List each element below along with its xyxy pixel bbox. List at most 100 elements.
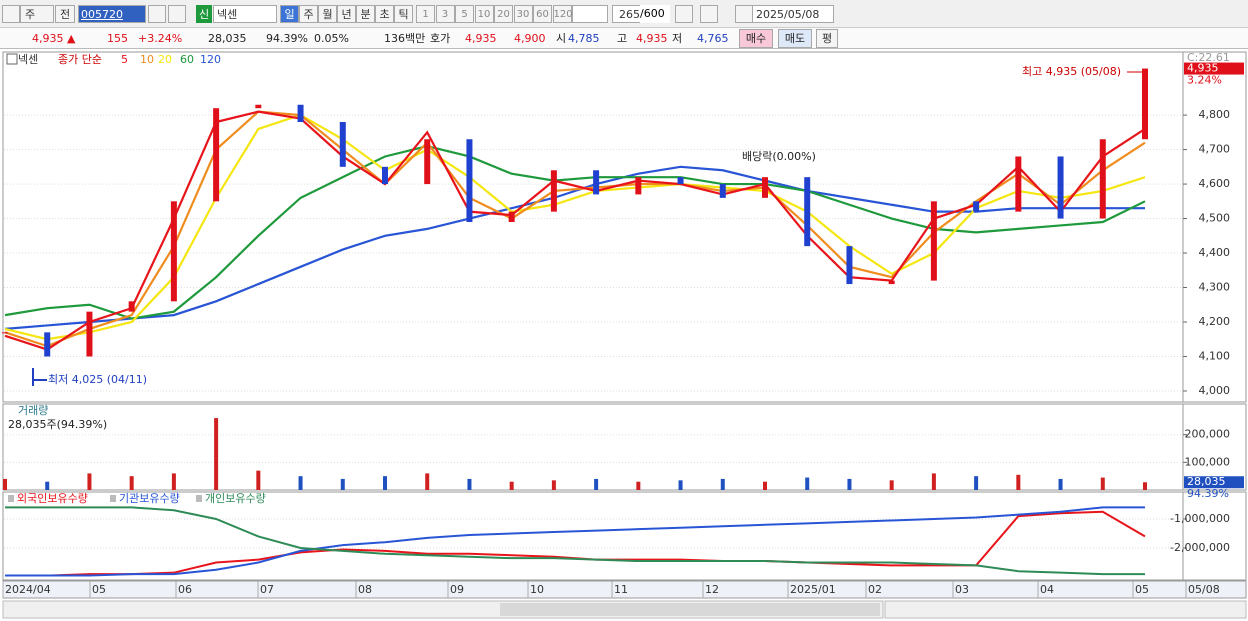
x-tick-label: 05/08 <box>1188 583 1220 596</box>
volume-title: 거래량 <box>18 404 48 417</box>
period-button[interactable]: 일 <box>280 5 299 23</box>
quote-bid: 4,900 <box>514 32 546 45</box>
volume-bar <box>551 480 556 490</box>
x-tick-label: 07 <box>260 583 274 596</box>
volume-bar <box>931 473 936 490</box>
y-tick-label: 4,800 <box>1199 108 1231 121</box>
icon-button[interactable] <box>168 5 186 23</box>
icon-button[interactable] <box>735 5 753 23</box>
quote-amount: 136백만 <box>384 32 426 45</box>
candle <box>2 332 8 334</box>
interval-button[interactable]: 30 <box>513 5 533 23</box>
interval-button[interactable]: 60 <box>533 5 552 23</box>
legend-label: 종가 단순 <box>58 53 102 66</box>
search-button[interactable] <box>148 5 166 23</box>
interval-button[interactable]: 20 <box>494 5 513 23</box>
interval-select[interactable] <box>572 5 608 23</box>
x-tick-label: 12 <box>705 583 719 596</box>
prev-button[interactable]: 전 <box>55 5 75 23</box>
moving-average <box>4 113 1146 341</box>
last-volume: 28,035 <box>1187 475 1226 488</box>
period-button[interactable]: 월 <box>318 5 337 23</box>
x-tick-label: 11 <box>614 583 628 596</box>
market-select[interactable]: 주 <box>20 5 54 23</box>
volume-bar <box>298 476 303 490</box>
quote-high-label: 고 <box>617 32 628 45</box>
legend-marker <box>8 495 14 502</box>
y-tick-label: -1,000,000 <box>1170 512 1230 525</box>
candle <box>44 332 51 357</box>
x-tick-label: 05 <box>92 583 106 596</box>
legend-entry: 20 <box>158 53 172 66</box>
candle <box>170 201 177 302</box>
x-tick-label: 05 <box>1135 583 1149 596</box>
count-input[interactable]: 265 <box>612 5 640 23</box>
axis-frame <box>1182 51 1247 403</box>
candle <box>382 166 388 185</box>
avg-button[interactable]: 평 <box>816 29 838 48</box>
y-tick-label: 4,500 <box>1199 212 1231 225</box>
icon-button[interactable] <box>700 5 718 23</box>
candle <box>762 177 768 198</box>
x-tick-label: 10 <box>530 583 544 596</box>
legend-entry: 60 <box>180 53 194 66</box>
candle <box>1015 156 1022 212</box>
name-input[interactable]: 넥센 <box>213 5 277 23</box>
interval-button[interactable]: 10 <box>474 5 494 23</box>
candle <box>466 139 473 222</box>
interval-button[interactable]: 120 <box>552 5 573 23</box>
panel-frame <box>2 403 1184 491</box>
legend-marker <box>110 495 116 502</box>
code-input[interactable]: 005720 <box>78 5 146 23</box>
volume-bar <box>87 473 92 490</box>
icon-button[interactable] <box>675 5 693 23</box>
interval-button[interactable]: 3 <box>435 5 455 23</box>
panel-frame <box>2 51 1184 403</box>
period-button[interactable]: 분 <box>356 5 375 23</box>
period-button[interactable]: 주 <box>299 5 318 23</box>
legend-entry: 기관보유수량 <box>119 492 180 505</box>
candle <box>677 177 684 185</box>
quote-change-pct: +3.24% <box>138 32 183 45</box>
candle <box>255 104 262 109</box>
volume-bar <box>889 480 894 490</box>
candle <box>635 177 642 195</box>
period-button[interactable]: 초 <box>375 5 394 23</box>
scroll-thumb <box>500 603 880 616</box>
buy-button[interactable]: 매수 <box>739 29 773 48</box>
last-volume-ratio: 94.39% <box>1187 487 1229 500</box>
period-button[interactable]: 년 <box>337 5 356 23</box>
volume-bar <box>383 476 387 490</box>
y-tick-label: 4,000 <box>1199 384 1231 397</box>
legend-icon <box>6 53 18 65</box>
icon-button[interactable] <box>2 5 20 23</box>
quote-turnover: 0.05% <box>314 32 349 45</box>
sell-button[interactable]: 매도 <box>778 29 812 48</box>
volume-bar <box>1058 478 1063 490</box>
y-tick-label: 200,000 <box>1185 428 1231 441</box>
y-tick-label: -2,000,000 <box>1170 541 1230 554</box>
quote-ask-label: 호가 <box>430 32 451 45</box>
last-volume-box <box>1184 476 1244 489</box>
candle <box>1099 139 1106 219</box>
badge[interactable]: 신 <box>196 5 212 23</box>
candle <box>888 280 895 285</box>
legend-marker <box>196 495 202 502</box>
volume-subtitle: 28,035주(94.39%) <box>8 418 107 431</box>
quote-open-label: 시 <box>556 32 567 45</box>
date-input[interactable]: 2025/05/08 <box>752 5 834 23</box>
candle <box>128 301 135 312</box>
interval-button[interactable]: 5 <box>455 5 474 23</box>
interval-button[interactable]: 1 <box>416 5 435 23</box>
volume-bar <box>1016 474 1021 490</box>
candle <box>1142 68 1148 140</box>
x-tick-label: 08 <box>358 583 372 596</box>
high-annotation: 최고 4,935 (05/08) <box>1022 65 1121 78</box>
period-button[interactable]: 틱 <box>394 5 413 23</box>
x-tick-label: 03 <box>955 583 969 596</box>
x-tick-label: 04 <box>1040 583 1054 596</box>
candle <box>86 311 93 357</box>
x-tick-label: 09 <box>450 583 464 596</box>
volume-bar <box>678 480 683 490</box>
